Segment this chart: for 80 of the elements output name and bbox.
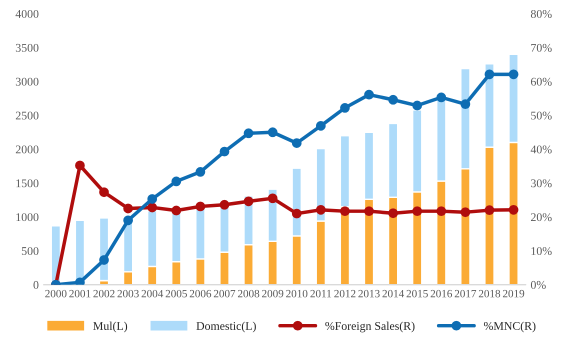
y2-tick-label: 10% [532, 247, 552, 256]
legend-label: Domestic(L) [196, 322, 256, 332]
point [436, 92, 446, 102]
point [460, 99, 470, 110]
y-tick-label: 2000 [16, 145, 38, 154]
point [292, 208, 302, 218]
x-tick-label: 2005 [166, 290, 187, 298]
point [412, 100, 422, 110]
point [316, 204, 326, 215]
y-tick-label: 1500 [16, 179, 38, 188]
x-tick-label: 2004 [142, 290, 164, 298]
point [436, 206, 446, 216]
x-tick-label: 2009 [262, 290, 284, 298]
point [340, 206, 350, 216]
y2-tick-label: 80% [530, 10, 552, 18]
x-tick-label: 2015 [406, 290, 428, 298]
point [388, 94, 398, 105]
y-tick-label: 3500 [16, 44, 38, 52]
point [75, 160, 85, 170]
point [268, 193, 278, 204]
point [460, 207, 470, 218]
point [364, 90, 374, 100]
point [364, 206, 374, 216]
y-tick-label: 1000 [16, 213, 38, 222]
point [123, 204, 133, 214]
point [196, 167, 206, 177]
point [340, 103, 350, 113]
x-tick-label: 2018 [478, 290, 500, 298]
y-tick-label: 500 [22, 247, 38, 256]
y-tick-label: 4000 [16, 10, 38, 18]
point [99, 187, 109, 198]
point [388, 208, 398, 218]
x-tick-label: 2006 [190, 290, 212, 298]
x-tick-label: 2008 [238, 290, 260, 298]
point [316, 120, 326, 131]
y2-tick-label: 20% [530, 213, 552, 222]
y2-tick-label: 30% [531, 179, 552, 188]
point [244, 196, 254, 206]
point [508, 204, 518, 215]
x-tick-label: 2019 [502, 290, 524, 298]
y2-tick-label: 50% [531, 112, 552, 120]
point [171, 176, 182, 186]
point [412, 206, 422, 216]
legend-label: %Foreign Sales(R) [325, 322, 415, 332]
point [171, 206, 182, 216]
point [484, 69, 494, 80]
point [508, 69, 518, 80]
x-tick-label: 2012 [334, 290, 356, 298]
point [99, 255, 109, 265]
legend-label: Mul(L) [93, 322, 128, 332]
y2-tick-label: 40% [530, 145, 552, 154]
x-tick-label: 2001 [69, 290, 90, 298]
y-tick-label: 0 [33, 280, 38, 289]
x-tick-label: 2017 [454, 290, 476, 298]
x-tick-label: 2000 [45, 290, 67, 298]
y-tick-label: 3000 [16, 78, 38, 86]
legend-label: %MNC(R) [484, 322, 536, 332]
x-tick-label: 2002 [93, 290, 115, 298]
point [147, 202, 158, 212]
x-tick-label: 2013 [358, 290, 380, 298]
point [268, 127, 278, 138]
point [220, 200, 230, 210]
y2-tick-label: 60% [530, 78, 552, 86]
y-tick-label: 2500 [16, 112, 38, 120]
point [75, 277, 85, 285]
x-tick-label: 2011 [310, 290, 332, 298]
x-tick-label: 2010 [286, 290, 308, 298]
point [292, 138, 302, 148]
point [220, 146, 230, 156]
point [196, 202, 206, 212]
point [244, 128, 254, 138]
y2-tick-label: 0% [530, 280, 546, 289]
x-tick-label: 2003 [117, 290, 139, 298]
point [147, 194, 158, 204]
x-tick-label: 2007 [214, 290, 236, 298]
x-tick-label: 2016 [430, 290, 452, 298]
point [484, 205, 494, 216]
point [123, 215, 133, 226]
y2-tick-label: 70% [531, 44, 552, 52]
x-tick-label: 2014 [382, 290, 404, 298]
